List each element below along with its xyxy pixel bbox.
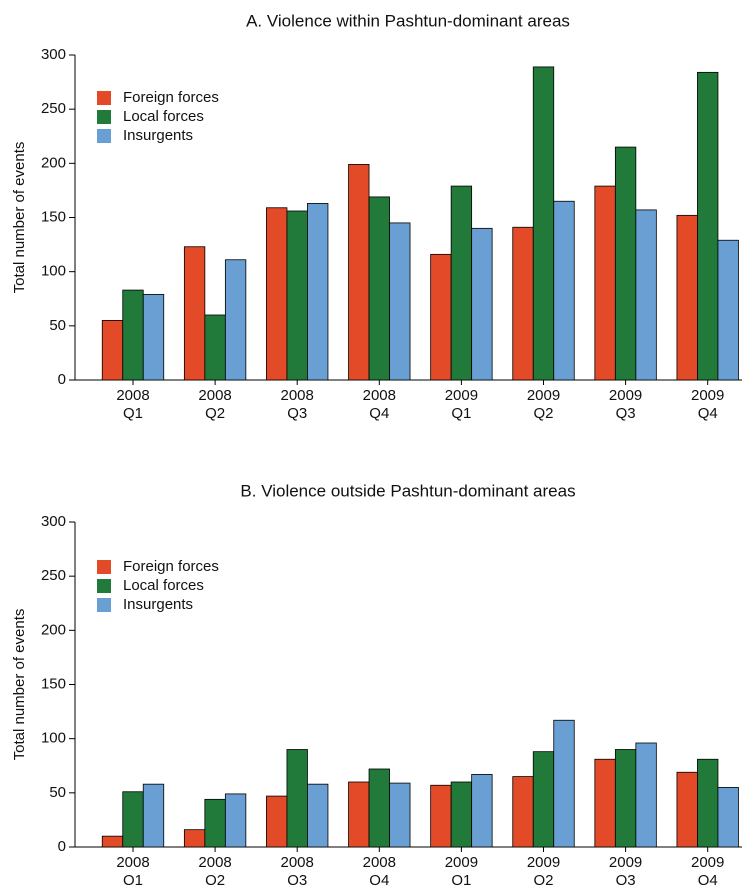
bar xyxy=(368,768,390,848)
legend-label: Foreign forces xyxy=(123,89,219,106)
y-tick-label: 50 xyxy=(49,784,66,801)
x-tick-label: 2008 Q1 xyxy=(116,387,149,422)
bar xyxy=(204,314,226,381)
bar xyxy=(553,719,575,848)
bar xyxy=(307,783,329,848)
bar xyxy=(450,781,473,848)
y-tick-label: 50 xyxy=(49,317,66,334)
chart-title: B. Violence outside Pashtun-dominant are… xyxy=(240,481,575,500)
legend-swatch xyxy=(97,560,111,574)
legend-swatch xyxy=(97,91,111,105)
y-tick-label: 300 xyxy=(41,46,66,63)
legend-swatch xyxy=(97,129,111,143)
y-tick-label: 150 xyxy=(41,675,66,692)
bar xyxy=(224,793,247,848)
y-tick-label: 0 xyxy=(58,371,66,388)
bar xyxy=(676,771,698,848)
bar xyxy=(717,239,739,381)
bar xyxy=(142,783,165,848)
y-tick-label: 200 xyxy=(41,154,66,171)
bar xyxy=(224,259,247,381)
bar xyxy=(614,146,637,381)
x-tick-label: 2009 Q2 xyxy=(527,387,560,422)
bar xyxy=(512,776,534,848)
bar xyxy=(697,71,719,381)
bar xyxy=(266,207,288,381)
bar xyxy=(142,294,165,381)
y-axis-label: Total number of events xyxy=(11,142,28,294)
y-tick-label: 100 xyxy=(41,730,66,747)
bar xyxy=(122,791,144,848)
bar xyxy=(286,210,308,381)
bar xyxy=(307,203,329,381)
x-tick-label: 2009 Q4 xyxy=(691,854,724,885)
bar xyxy=(471,774,493,848)
bar xyxy=(450,185,473,381)
bar xyxy=(594,758,616,848)
bar xyxy=(614,749,637,848)
legend-label: Local forces xyxy=(123,108,204,125)
x-tick-label: 2009 Q1 xyxy=(445,854,478,885)
bar xyxy=(471,227,493,381)
x-tick-label: 2009 Q2 xyxy=(527,854,560,885)
y-tick-label: 150 xyxy=(41,208,66,225)
bar xyxy=(532,66,555,381)
bar xyxy=(101,835,124,848)
bar xyxy=(348,164,370,381)
bar xyxy=(717,787,739,848)
legend-swatch xyxy=(97,579,111,593)
bar xyxy=(635,209,657,381)
bar xyxy=(183,246,206,381)
bar xyxy=(183,829,206,848)
bar xyxy=(512,226,534,381)
y-axis-label: Total number of events xyxy=(11,609,28,761)
legend-label: Foreign forces xyxy=(123,558,219,575)
x-tick-label: 2008 Q4 xyxy=(363,387,396,422)
bar xyxy=(389,222,411,381)
x-tick-label: 2009 Q3 xyxy=(609,854,642,885)
x-tick-label: 2008 Q3 xyxy=(281,387,314,422)
bar xyxy=(635,742,657,848)
bar xyxy=(348,781,370,848)
bar xyxy=(676,214,698,381)
x-tick-label: 2009 Q4 xyxy=(691,387,724,422)
x-tick-label: 2008 Q2 xyxy=(198,387,231,422)
y-tick-label: 0 xyxy=(58,838,66,855)
x-tick-label: 2009 Q3 xyxy=(609,387,642,422)
bar xyxy=(697,758,719,848)
y-tick-label: 100 xyxy=(41,263,66,280)
x-tick-label: 2008 Q1 xyxy=(116,854,149,885)
x-tick-label: 2008 Q3 xyxy=(281,854,314,885)
bar xyxy=(532,751,555,848)
x-tick-label: 2008 Q4 xyxy=(363,854,396,885)
bar xyxy=(553,200,575,381)
bar xyxy=(101,320,124,381)
bar xyxy=(389,782,411,848)
y-tick-label: 200 xyxy=(41,621,66,638)
bar xyxy=(266,795,288,848)
chart-title: A. Violence within Pashtun-dominant area… xyxy=(246,11,570,30)
bar xyxy=(594,185,616,381)
y-tick-label: 300 xyxy=(41,513,66,530)
bar xyxy=(368,196,390,381)
y-tick-label: 250 xyxy=(41,567,66,584)
bar xyxy=(430,253,452,381)
bar xyxy=(430,784,452,848)
legend-label: Insurgents xyxy=(123,596,193,613)
legend-label: Insurgents xyxy=(123,127,193,144)
legend-swatch xyxy=(97,598,111,612)
legend-label: Local forces xyxy=(123,577,204,594)
legend-swatch xyxy=(97,110,111,124)
y-tick-label: 250 xyxy=(41,100,66,117)
x-tick-label: 2008 Q2 xyxy=(198,854,231,885)
x-tick-label: 2009 Q1 xyxy=(445,387,478,422)
bar xyxy=(122,289,144,381)
bar xyxy=(286,749,308,848)
bar xyxy=(204,798,226,848)
